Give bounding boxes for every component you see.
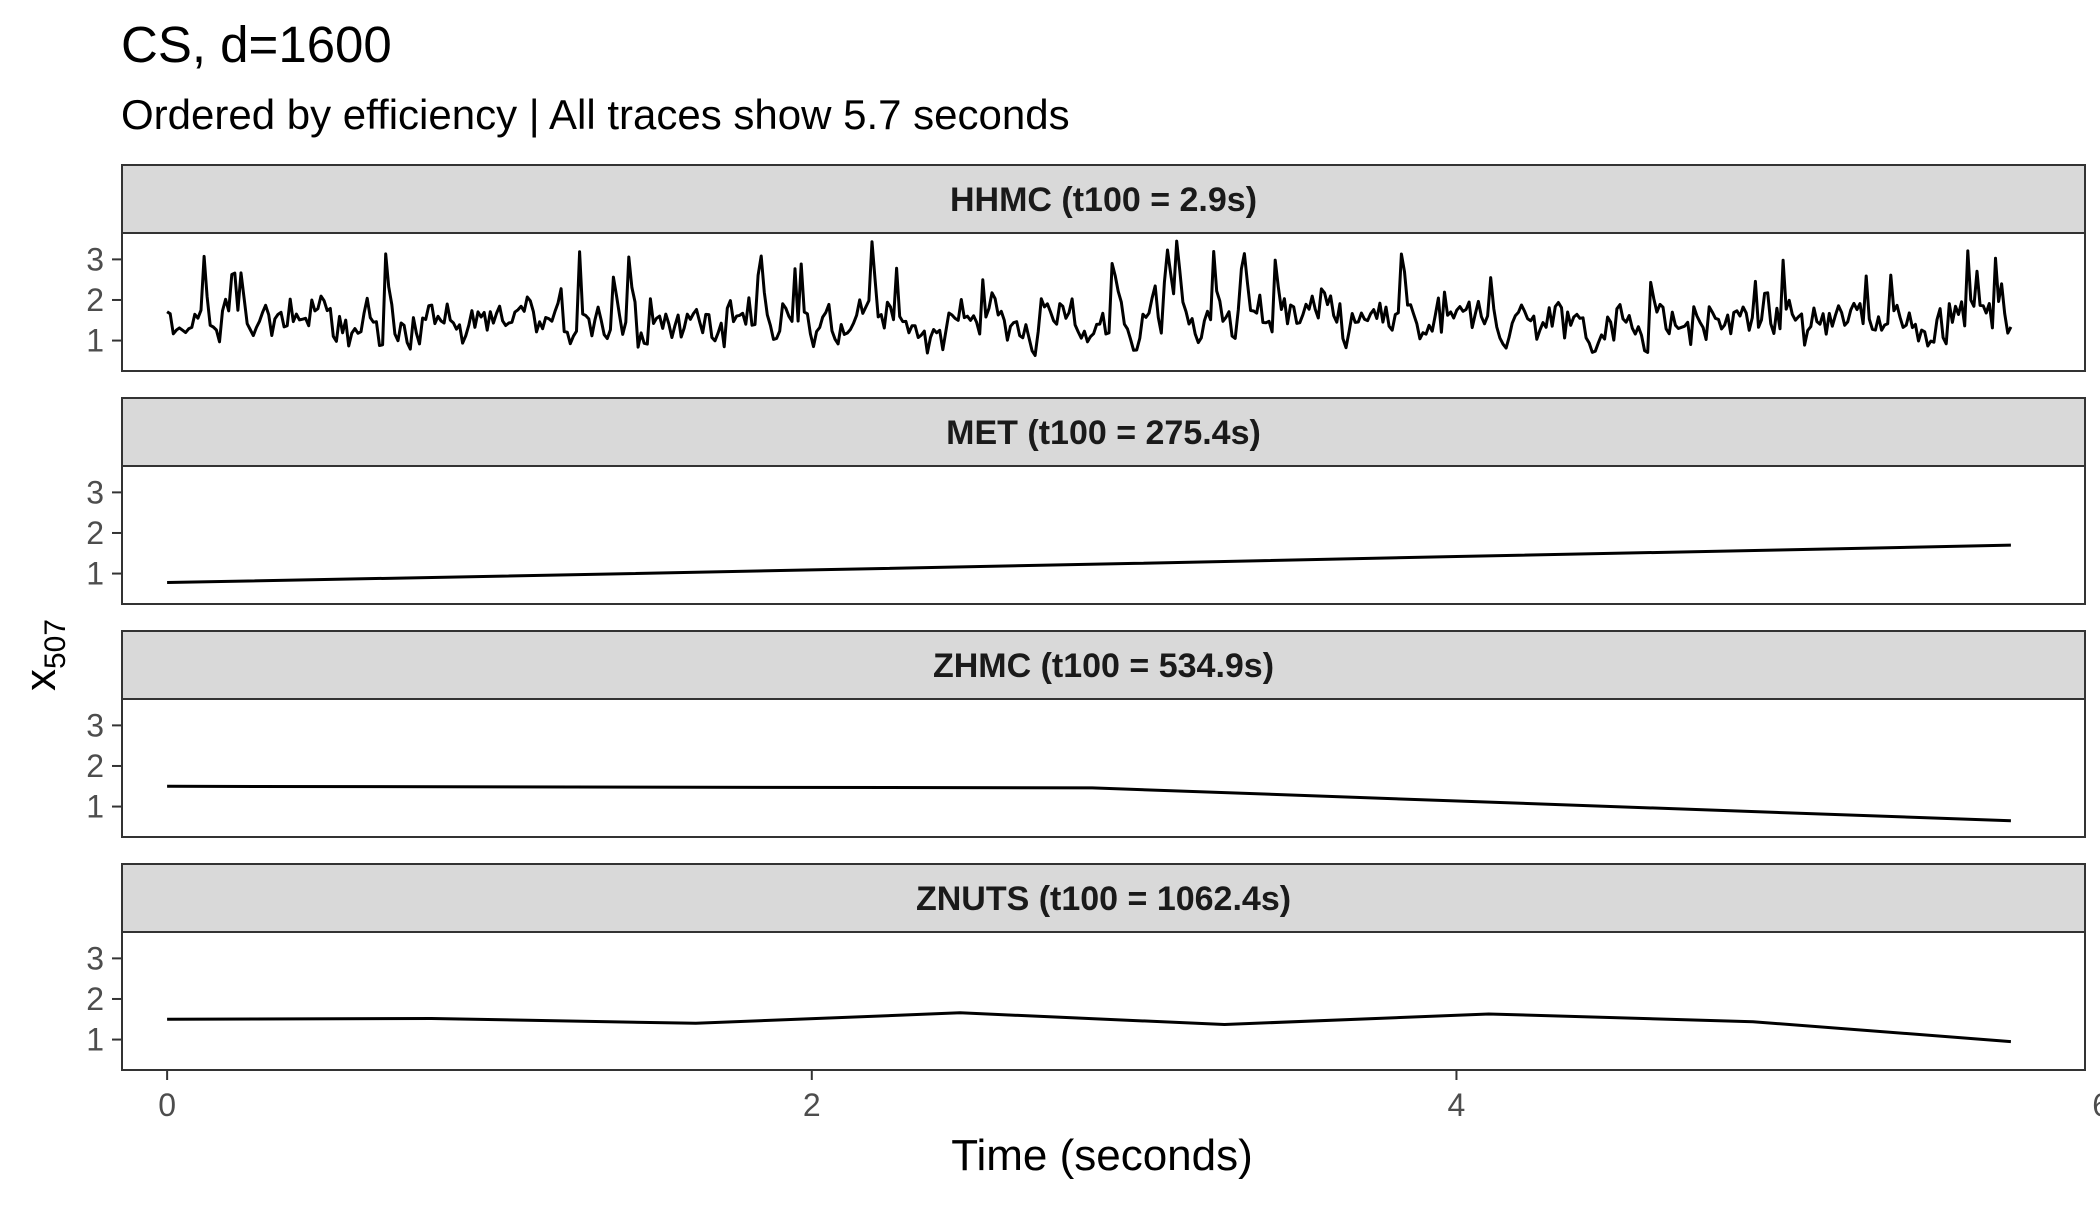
trace-line-zhmc [167,784,2011,823]
facet-hhmc: HHMC (t100 = 2.9s) 1 2 3 [86,164,2086,372]
y-tick-label: 3 [86,707,104,743]
x-tick-label: 2 [803,1087,821,1123]
x-tick-label: 0 [158,1087,176,1123]
y-axis-title-subscript: 507 [39,619,72,669]
y-tick-label: 1 [86,789,104,825]
chart-subtitle: Ordered by efficiency | All traces show … [121,91,1070,138]
trace-line-met [167,543,2011,584]
y-tick-label: 2 [86,515,104,551]
x-axis-title: Time (seconds) [951,1131,1253,1180]
y-tick-label: 2 [86,748,104,784]
y-tick-label: 1 [86,1022,104,1058]
x-tick-label: 6 [2092,1087,2100,1123]
trace-line-hhmc [166,239,2013,357]
facet-zhmc: ZHMC (t100 = 534.9s) 1 2 3 [86,630,2086,838]
strip-label-met: MET (t100 = 275.4s) [946,414,1261,452]
strip-label-zhmc: ZHMC (t100 = 534.9s) [933,647,1274,685]
y-axis-title: x507 [16,619,72,691]
strip-background [121,630,2086,700]
y-tick-label: 3 [86,474,104,510]
strip-label-hhmc: HHMC (t100 = 2.9s) [950,181,1257,219]
panel-frame [121,931,2086,1071]
y-tick-label: 3 [86,241,104,277]
y-axis-title-base: x [16,669,65,691]
strip-label-znuts: ZNUTS (t100 = 1062.4s) [916,880,1291,918]
facet-znuts: ZNUTS (t100 = 1062.4s) 1 2 3 [86,863,2086,1071]
x-tick-label: 4 [1448,1087,1466,1123]
y-tick-label: 2 [86,282,104,318]
panel-frame [121,465,2086,605]
y-tick-label: 1 [86,556,104,592]
chart-title: CS, d=1600 [121,16,392,73]
facet-met: MET (t100 = 275.4s) 1 2 3 [86,397,2086,605]
y-tick-label: 3 [86,940,104,976]
y-tick-label: 1 [86,323,104,359]
trace-line-znuts [167,1011,2012,1044]
x-axis: 0 2 4 6 [158,1070,2100,1123]
panel-frame [121,698,2086,838]
y-tick-label: 2 [86,981,104,1017]
strip-background [121,164,2086,234]
strip-background [121,397,2086,467]
